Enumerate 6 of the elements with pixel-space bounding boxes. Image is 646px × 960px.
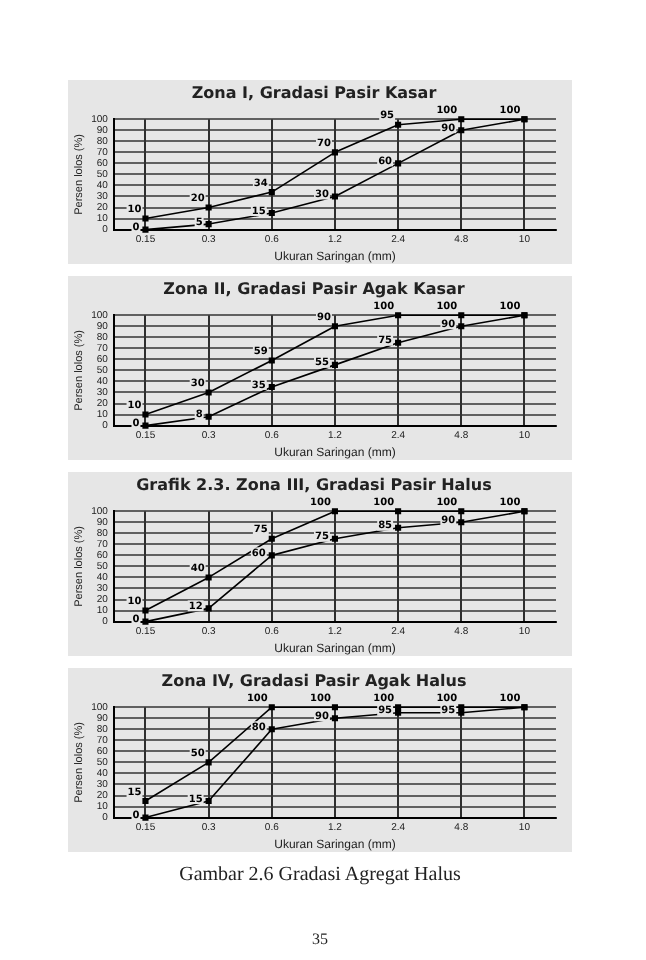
text: 35 bbox=[310, 930, 330, 948]
chart-title: Grafik 2.3. Zona III, Gradasi Pasir Halus bbox=[136, 475, 493, 494]
chart-title: Zona II, Gradasi Pasir Agak Kasar bbox=[163, 279, 465, 298]
chart-title: Zona IV, Gradasi Pasir Agak Halus bbox=[161, 671, 467, 690]
text: Gambar 2.6 Gradasi Agregat Halus bbox=[177, 864, 463, 886]
chart-title: Zona I, Gradasi Pasir Kasar bbox=[191, 83, 437, 102]
